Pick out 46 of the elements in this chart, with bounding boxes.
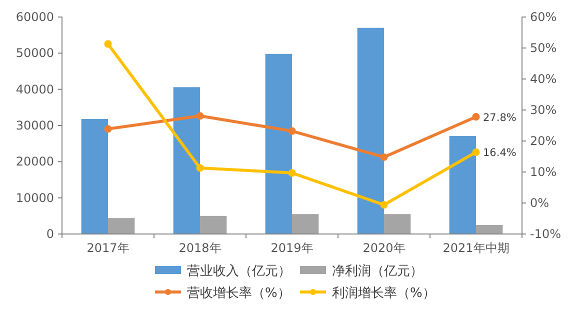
y2-tick-label: 30% [530, 103, 557, 117]
point [288, 169, 296, 177]
point [196, 112, 204, 120]
legend-label: 营收增长率（%） [187, 285, 290, 301]
point [380, 201, 388, 209]
bar [449, 136, 476, 234]
x-tick-label: 2021年中期 [442, 241, 510, 255]
y2-tick-label: 40% [530, 72, 557, 86]
point [380, 153, 388, 161]
bar [384, 214, 411, 234]
y-tick-label: 40000 [16, 82, 54, 96]
x-tick-label: 2019年 [270, 241, 314, 255]
y2-tick-label: 10% [530, 165, 557, 179]
bar [108, 218, 135, 234]
bar [173, 87, 200, 234]
bar [200, 216, 227, 234]
y-tick-label: 10000 [16, 190, 54, 205]
y-tick-label: 60000 [16, 10, 54, 24]
bar [292, 214, 319, 234]
point [288, 127, 296, 135]
y2-tick-label: 0% [530, 196, 550, 210]
y-tick-label: 50000 [16, 46, 54, 60]
y2-tick-label: -10% [530, 227, 562, 241]
legend-label: 净利润（亿元） [332, 264, 423, 279]
x-tick-label: 2020年 [362, 241, 406, 255]
point [104, 125, 112, 133]
bar [476, 224, 503, 234]
y2-tick-label: 50% [530, 41, 557, 55]
legend-label: 利润增长率（%） [332, 285, 436, 301]
data-label: 16.4% [483, 147, 516, 160]
y2-tick-label: 20% [530, 134, 557, 148]
point [472, 148, 480, 156]
bar [81, 118, 108, 234]
point [104, 40, 112, 48]
y-tick-label: 30000 [16, 118, 54, 132]
bar [357, 28, 384, 234]
x-tick-label: 2018年 [178, 241, 222, 255]
data-label: 27.8% [483, 112, 516, 124]
bar [265, 54, 292, 234]
point [472, 113, 480, 121]
x-tick-label: 2017年 [86, 241, 130, 255]
point [196, 164, 204, 172]
y-tick-label: 20000 [16, 154, 54, 169]
y-tick-label: 0 [46, 227, 54, 241]
y2-tick-label: 60% [530, 10, 557, 24]
legend-label: 营业收入（亿元） [187, 264, 291, 279]
